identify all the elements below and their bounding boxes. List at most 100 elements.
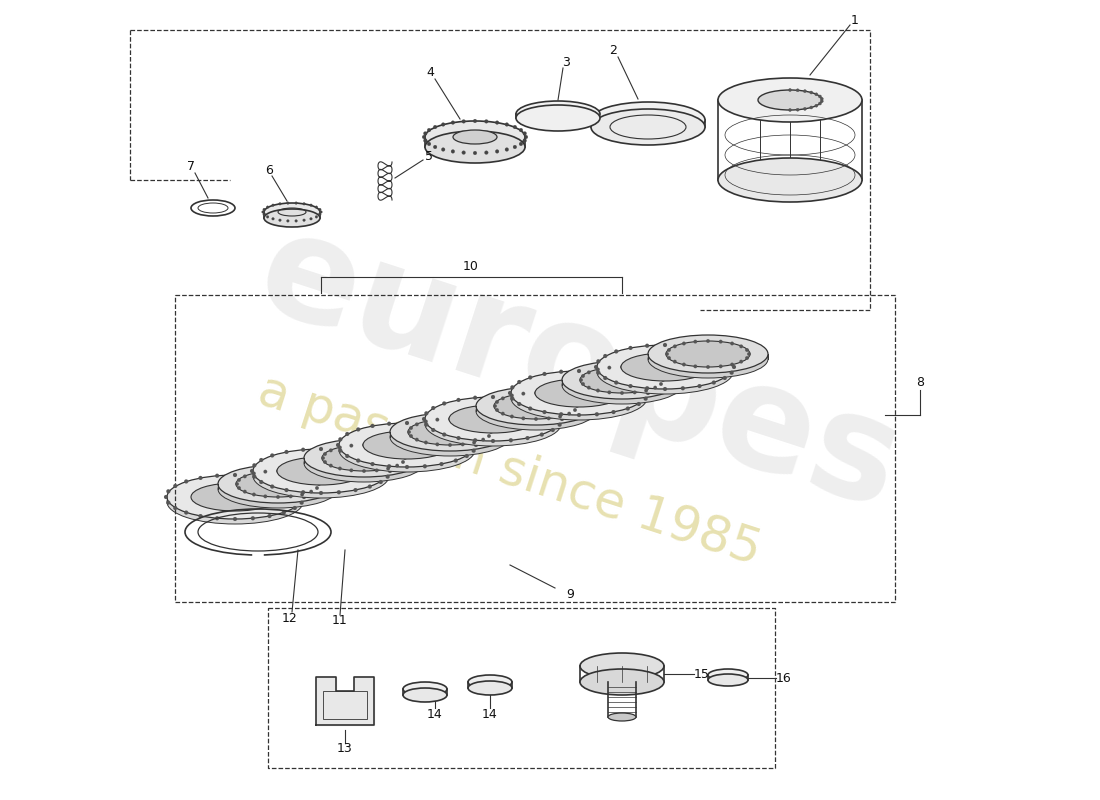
Circle shape xyxy=(276,469,279,473)
Ellipse shape xyxy=(580,669,664,695)
Circle shape xyxy=(271,485,274,489)
Circle shape xyxy=(596,359,601,363)
Ellipse shape xyxy=(562,366,682,404)
Circle shape xyxy=(184,510,188,514)
Circle shape xyxy=(320,210,322,214)
Circle shape xyxy=(402,452,405,456)
Circle shape xyxy=(263,214,265,216)
Text: 13: 13 xyxy=(337,742,353,755)
Ellipse shape xyxy=(494,393,578,419)
Circle shape xyxy=(632,390,637,394)
Circle shape xyxy=(729,359,734,363)
Circle shape xyxy=(454,458,458,462)
Circle shape xyxy=(293,506,297,510)
Circle shape xyxy=(422,422,427,426)
Circle shape xyxy=(581,374,585,378)
Circle shape xyxy=(251,516,255,520)
Circle shape xyxy=(482,422,485,426)
Circle shape xyxy=(681,344,685,348)
Ellipse shape xyxy=(718,158,862,202)
Circle shape xyxy=(484,120,488,123)
Circle shape xyxy=(319,491,323,495)
Ellipse shape xyxy=(425,121,525,153)
Circle shape xyxy=(818,102,822,105)
Circle shape xyxy=(668,356,671,360)
Circle shape xyxy=(513,145,517,149)
Ellipse shape xyxy=(591,109,705,145)
Circle shape xyxy=(653,370,657,374)
Circle shape xyxy=(472,438,475,442)
Circle shape xyxy=(371,424,374,428)
Circle shape xyxy=(375,469,378,472)
Circle shape xyxy=(353,488,358,492)
Circle shape xyxy=(803,90,806,93)
Circle shape xyxy=(472,441,476,444)
Ellipse shape xyxy=(621,353,710,381)
Circle shape xyxy=(472,449,475,453)
Circle shape xyxy=(666,352,669,356)
Circle shape xyxy=(645,368,648,371)
Ellipse shape xyxy=(425,131,525,163)
Circle shape xyxy=(166,501,170,505)
Ellipse shape xyxy=(535,379,623,407)
Circle shape xyxy=(285,488,288,492)
Circle shape xyxy=(644,386,648,390)
Circle shape xyxy=(299,490,304,494)
Circle shape xyxy=(272,218,274,220)
Circle shape xyxy=(573,400,576,404)
Circle shape xyxy=(495,121,499,124)
Circle shape xyxy=(465,454,469,458)
Circle shape xyxy=(300,472,304,475)
Bar xyxy=(323,691,367,719)
Ellipse shape xyxy=(277,457,365,485)
Circle shape xyxy=(422,464,427,468)
Circle shape xyxy=(252,474,256,478)
Ellipse shape xyxy=(758,90,822,110)
Polygon shape xyxy=(316,677,374,725)
Circle shape xyxy=(547,417,550,420)
Circle shape xyxy=(509,396,513,400)
Circle shape xyxy=(271,454,274,458)
Ellipse shape xyxy=(264,209,320,227)
Circle shape xyxy=(542,372,547,376)
Circle shape xyxy=(525,135,528,138)
Circle shape xyxy=(663,387,667,391)
Circle shape xyxy=(276,495,279,499)
Circle shape xyxy=(607,390,612,394)
Circle shape xyxy=(440,424,443,428)
Circle shape xyxy=(422,417,426,421)
Circle shape xyxy=(821,98,823,100)
Circle shape xyxy=(442,433,447,437)
Ellipse shape xyxy=(236,471,320,497)
Circle shape xyxy=(424,132,427,135)
Circle shape xyxy=(517,402,521,406)
Circle shape xyxy=(462,120,465,123)
Circle shape xyxy=(238,486,241,490)
Circle shape xyxy=(338,466,342,470)
Circle shape xyxy=(796,108,800,111)
Ellipse shape xyxy=(516,105,600,131)
Circle shape xyxy=(316,478,319,482)
Text: 7: 7 xyxy=(187,161,195,174)
Circle shape xyxy=(745,348,749,352)
Circle shape xyxy=(250,469,254,473)
Circle shape xyxy=(433,145,437,149)
Circle shape xyxy=(252,463,256,467)
Circle shape xyxy=(682,362,685,366)
Circle shape xyxy=(375,444,378,447)
Circle shape xyxy=(521,392,525,395)
Text: europes: europes xyxy=(242,200,918,540)
Text: 3: 3 xyxy=(562,55,570,69)
Circle shape xyxy=(505,148,508,151)
Circle shape xyxy=(235,482,239,486)
Circle shape xyxy=(653,386,657,390)
Circle shape xyxy=(454,427,458,431)
Circle shape xyxy=(301,490,305,494)
Circle shape xyxy=(316,486,319,490)
Ellipse shape xyxy=(425,402,561,446)
Circle shape xyxy=(301,448,305,452)
Circle shape xyxy=(433,126,437,129)
Circle shape xyxy=(522,138,527,142)
Circle shape xyxy=(173,484,177,488)
Circle shape xyxy=(309,490,313,494)
